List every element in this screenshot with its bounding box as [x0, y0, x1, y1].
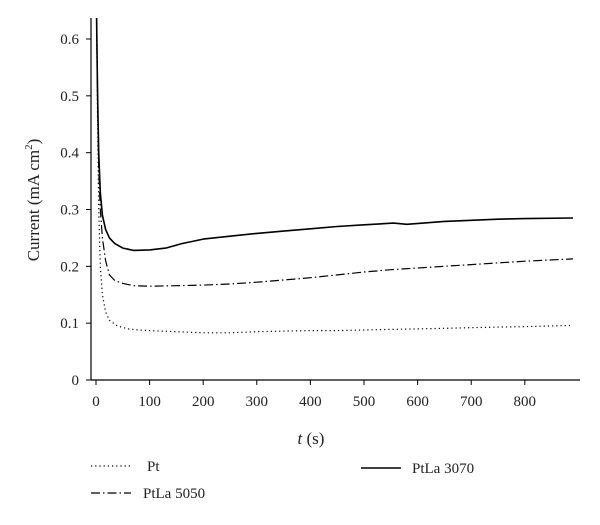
legend-label-ptla-5050: PtLa 5050	[143, 486, 205, 502]
y-tick-label-0.4: 0.4	[60, 146, 79, 162]
y-tick-label-0.3: 0.3	[60, 203, 79, 219]
x-tick-label-200: 200	[192, 394, 215, 410]
y-tick-label-0.6: 0.6	[60, 32, 79, 48]
x-tick-label-400: 400	[299, 394, 322, 410]
y-axis-label-superscript: 2	[23, 144, 35, 150]
x-tick-label-0: 0	[92, 394, 100, 410]
x-tick-label-800: 800	[514, 394, 537, 410]
y-tick-label-0.1: 0.1	[60, 316, 79, 332]
x-axis-label-italic: t	[298, 429, 304, 448]
legend-item-pt: Pt	[91, 459, 160, 475]
legend-item-ptla-5050: PtLa 5050	[91, 486, 205, 502]
x-axis-label: t (s)	[298, 429, 325, 448]
series-line-ptla-5050	[95, 18, 574, 287]
y-tick-label-0.2: 0.2	[60, 259, 79, 275]
y-ticks: 0 0.1 0.2 0.3 0.4 0.5 0.6	[60, 32, 91, 389]
plot-area	[95, 18, 574, 334]
axes	[90, 18, 580, 381]
x-tick-label-700: 700	[460, 394, 483, 410]
y-tick-label-0: 0	[72, 373, 80, 389]
series-line-ptla-3070	[95, 18, 574, 252]
y-axis-label-main: Current (mA cm	[24, 150, 43, 261]
series-line-pt	[95, 18, 574, 334]
x-tick-label-300: 300	[246, 394, 269, 410]
legend: Pt PtLa 5050 PtLa 3070	[91, 459, 474, 502]
y-axis-label: Current (mA cm2)	[23, 139, 43, 262]
x-axis-label-rest: (s)	[302, 429, 324, 448]
legend-item-ptla-3070: PtLa 3070	[361, 461, 474, 477]
x-tick-label-500: 500	[353, 394, 376, 410]
legend-label-ptla-3070: PtLa 3070	[412, 461, 474, 477]
x-tick-label-600: 600	[406, 394, 429, 410]
y-axis-label-close: )	[24, 139, 43, 145]
x-ticks: 0 100 200 300 400 500 600 700 800	[92, 380, 536, 410]
legend-label-pt: Pt	[147, 459, 160, 475]
x-tick-label-100: 100	[138, 394, 161, 410]
y-tick-label-0.5: 0.5	[60, 89, 79, 105]
